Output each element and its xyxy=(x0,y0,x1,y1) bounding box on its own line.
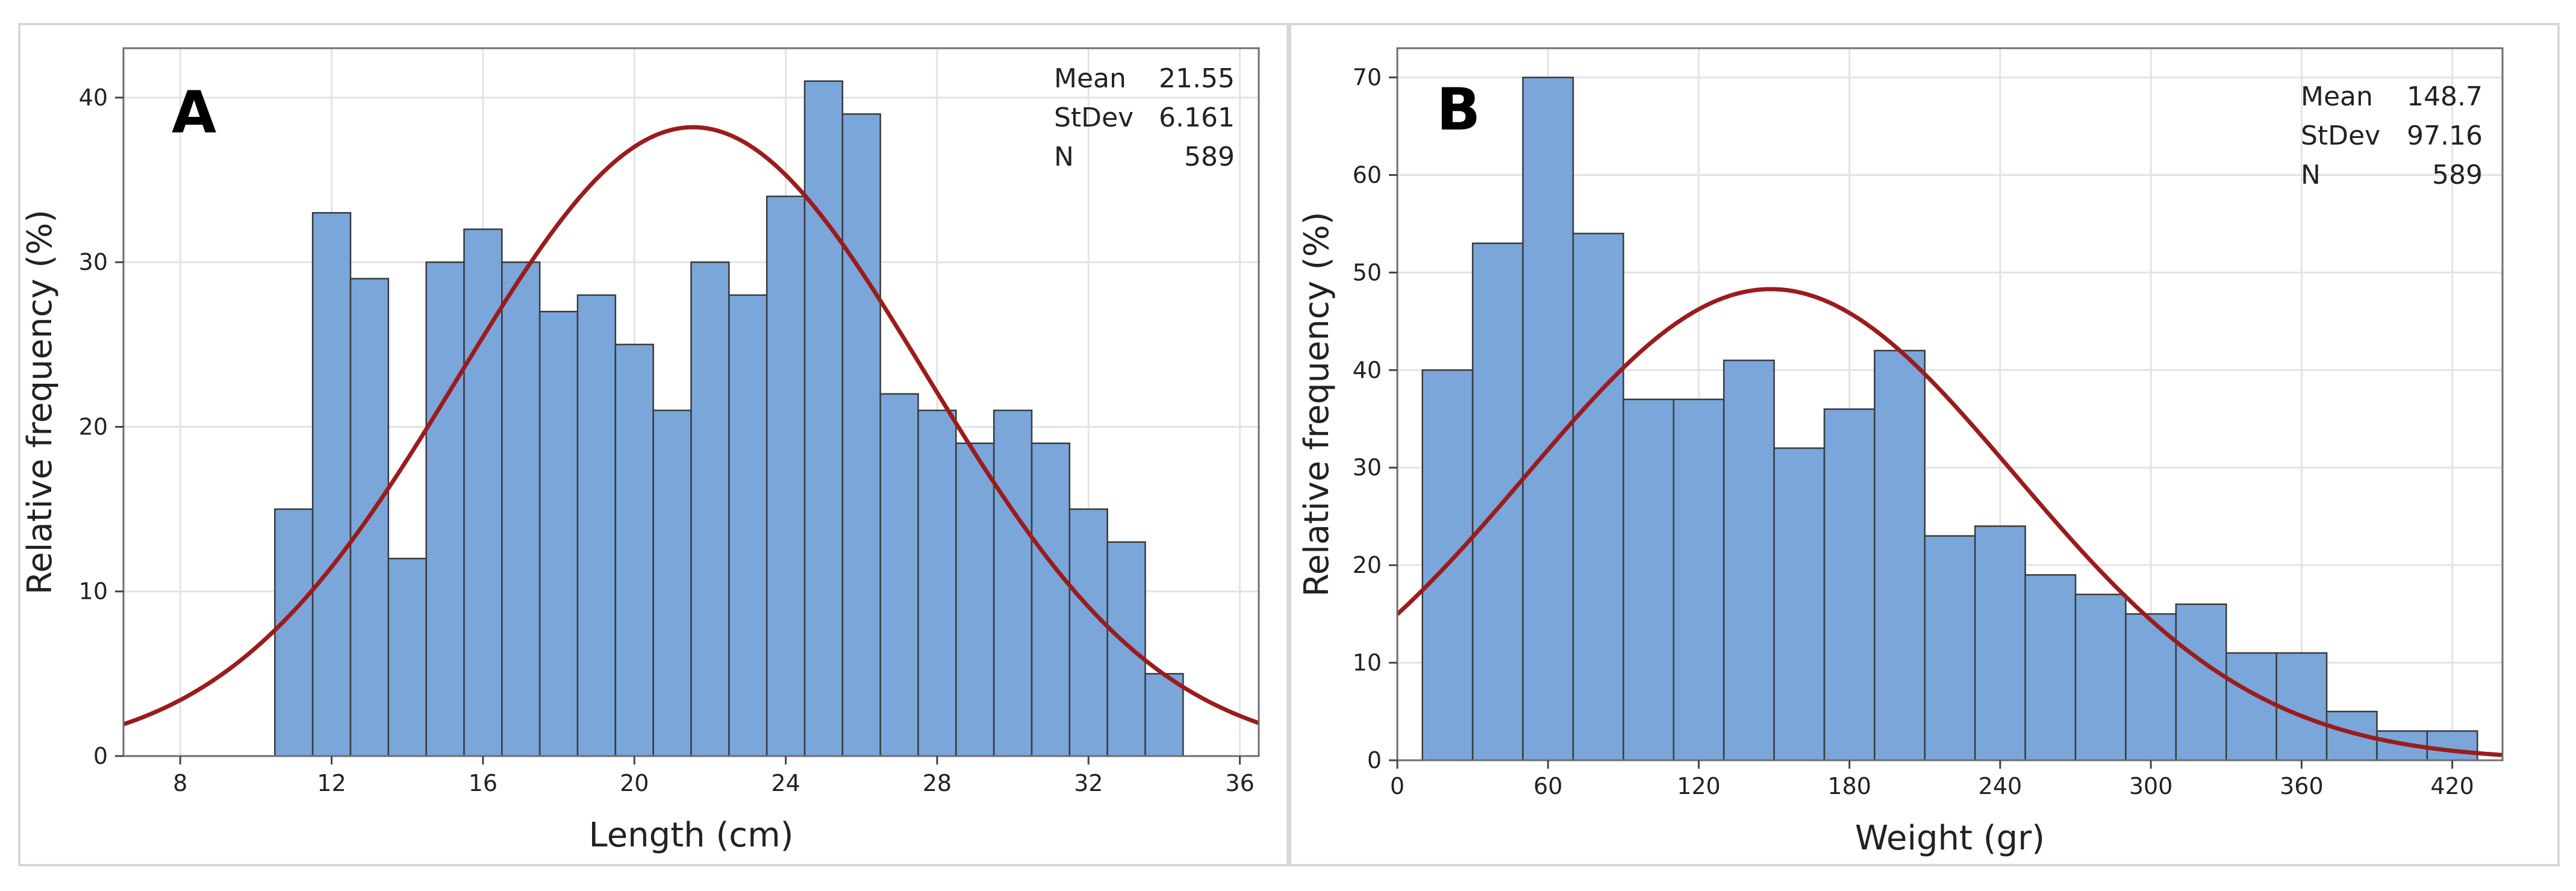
panel-a-y-tick-label: 20 xyxy=(79,413,108,440)
panel-b-stat-value: 97.16 xyxy=(2407,120,2483,151)
panel-b-bar xyxy=(2026,575,2075,760)
panel-a-bar xyxy=(502,262,540,756)
panel-a-bar xyxy=(956,443,994,756)
panel-a-x-tick-label: 8 xyxy=(173,770,187,796)
panel-b-bar xyxy=(2176,604,2226,760)
panel-b-letter: B xyxy=(1436,76,1480,143)
panel-a-y-axis-title: Relative frequency (%) xyxy=(20,210,60,595)
panel-b-bar xyxy=(2226,653,2276,760)
panel-a-x-tick-label: 20 xyxy=(620,770,649,796)
figure: 0 10 20 30 40 8 12 16 20 24 28 32 36 Length (cm) Relat… xyxy=(0,0,2576,891)
panel-a-stat-label: StDev xyxy=(1054,102,1134,133)
panel-b-bar xyxy=(1623,399,1673,760)
panel-b-x-tick-label: 300 xyxy=(2129,773,2173,799)
panel-a-stat-label: Mean xyxy=(1054,63,1126,94)
panel-b-bar xyxy=(2075,595,2125,760)
panel-a-bar xyxy=(464,230,502,756)
panel-a-x-tick-label: 24 xyxy=(771,770,800,796)
panel-b-stat-label: StDev xyxy=(2301,120,2380,151)
panel-b-stat-label: Mean xyxy=(2301,81,2373,112)
panel-b-bar xyxy=(1473,243,1523,760)
panel-a-stat-label: N xyxy=(1054,142,1074,172)
panel-a-bar xyxy=(881,394,918,756)
panel-b-bar xyxy=(1874,351,1924,760)
panel-a-letter: A xyxy=(172,79,216,146)
panel-a-bar xyxy=(994,410,1032,756)
panel-b-bar xyxy=(1975,526,2025,760)
panel-a-bar xyxy=(805,81,843,756)
panel-a-y-tick-label: 10 xyxy=(79,578,108,605)
panel-a-bar xyxy=(578,295,616,756)
panel-a-bar xyxy=(388,558,426,756)
panel-b-x-tick-label: 240 xyxy=(1979,773,2022,799)
panel-a-bar xyxy=(1032,443,1070,756)
panel-b-x-tick-label: 120 xyxy=(1677,773,1721,799)
panel-a-y-tick-label: 30 xyxy=(79,249,108,275)
panel-a-y-tick-label: 40 xyxy=(79,84,108,111)
panel-a-x-axis-title: Length (cm) xyxy=(589,816,794,855)
panel-b-bar xyxy=(1724,360,1774,760)
panel-a-bar xyxy=(918,410,956,756)
panel-a-x-tick-label: 12 xyxy=(317,770,346,796)
panel-a-bar xyxy=(275,509,313,756)
panel-b-y-tick-label: 0 xyxy=(1367,747,1382,774)
panel-b-x-tick-label: 60 xyxy=(1533,773,1562,799)
panel-a-bar xyxy=(1070,509,1108,756)
panel-b-x-tick-label: 0 xyxy=(1390,773,1405,799)
panel-b-bar xyxy=(1523,78,1573,760)
panel-a-x-tick-label: 28 xyxy=(923,770,952,796)
panel-b-y-tick-label: 10 xyxy=(1353,649,1382,676)
panel-b-x-tick-label: 420 xyxy=(2430,773,2474,799)
panel-a-bar xyxy=(729,295,767,756)
panel-b-bar xyxy=(1824,409,1874,760)
panel-a-stat-value: 6.161 xyxy=(1159,102,1235,133)
panel-a-y-tick-label: 0 xyxy=(93,743,108,769)
panel-b-y-tick-label: 20 xyxy=(1353,552,1382,578)
panel-a-stat-value: 21.55 xyxy=(1159,63,1235,94)
panel-b-x-tick-label: 360 xyxy=(2280,773,2324,799)
histogram-charts: 0 10 20 30 40 8 12 16 20 24 28 32 36 Length (cm) Relat… xyxy=(0,0,2576,891)
panel-b-stat-value: 148.7 xyxy=(2407,81,2483,112)
panel-a-x-tick-label: 36 xyxy=(1225,770,1254,796)
panel-a-bar xyxy=(653,410,691,756)
panel-b-stat-value: 589 xyxy=(2432,160,2483,190)
panel-b-y-tick-label: 60 xyxy=(1353,161,1382,188)
panel-a-bar xyxy=(426,262,464,756)
panel-b-x-axis-title: Weight (gr) xyxy=(1855,819,2045,858)
panel-b-bar xyxy=(1925,536,1975,760)
panel-a-x-tick-label: 32 xyxy=(1074,770,1103,796)
panel-b-x-tick-label: 180 xyxy=(1827,773,1871,799)
panel-a-bar xyxy=(616,345,653,756)
panel-a-bar xyxy=(1108,542,1146,756)
panel-b-bar xyxy=(1674,399,1724,760)
panel-a-bar xyxy=(843,114,881,756)
panel-b-y-tick-label: 40 xyxy=(1353,357,1382,383)
panel-a-bar xyxy=(540,311,578,756)
panel-a-bar xyxy=(691,262,729,756)
panel-b-y-axis-title: Relative frequency (%) xyxy=(1297,211,1336,596)
panel-b-y-tick-label: 70 xyxy=(1353,64,1382,91)
panel-b-chart: 0 10 20 30 40 50 60 70 0 60 120 180 240 300 360 420 Weig… xyxy=(1297,48,2503,858)
panel-b-bar xyxy=(1774,448,1824,760)
panel-b-bar xyxy=(2427,731,2477,760)
panel-b-stat-label: N xyxy=(2301,160,2321,190)
panel-a-stat-value: 589 xyxy=(1184,142,1235,172)
panel-a-bar xyxy=(313,213,351,756)
panel-a-chart: 0 10 20 30 40 8 12 16 20 24 28 32 36 Length (cm) Relat… xyxy=(20,48,1259,855)
panel-a-bar xyxy=(1146,674,1184,756)
panel-b-y-tick-label: 30 xyxy=(1353,454,1382,481)
panel-a-x-tick-label: 16 xyxy=(469,770,497,796)
panel-b-bar xyxy=(1573,234,1623,760)
panel-b-y-tick-label: 50 xyxy=(1353,259,1382,286)
panel-a-bar xyxy=(767,196,805,756)
